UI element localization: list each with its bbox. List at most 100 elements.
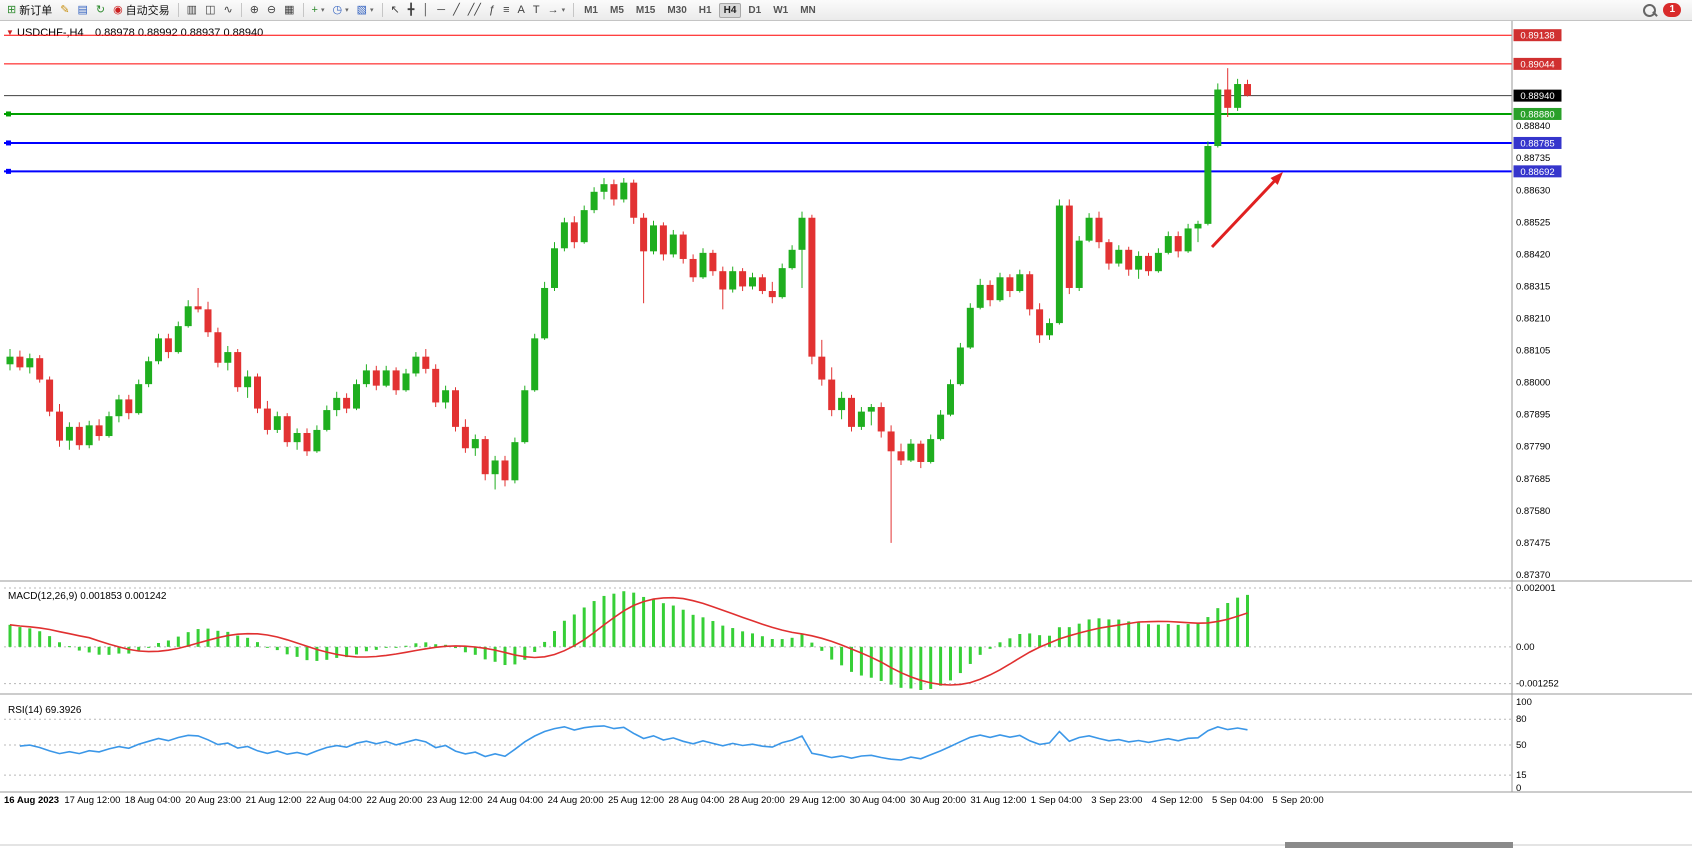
horizontal-scrollbar-thumb[interactable]	[1285, 842, 1513, 848]
timeframe-h4-button[interactable]: H4	[718, 2, 742, 18]
price-axis-label: 0.88840	[1516, 121, 1550, 132]
chevron-down-icon[interactable]: ▾	[561, 7, 566, 14]
candle-up	[85, 425, 93, 446]
channel-button[interactable]: ╱╱	[465, 4, 484, 17]
candle-up	[333, 397, 341, 411]
macd-bar	[325, 646, 329, 660]
timeframe-d1-button[interactable]: D1	[748, 4, 762, 16]
notification-badge[interactable]: 1	[1663, 3, 1681, 17]
crosshair-button[interactable]: ╋	[405, 4, 418, 17]
candle-up	[551, 248, 558, 288]
candle-up	[1135, 255, 1143, 270]
templates-button[interactable]: ▧ ▾	[354, 4, 377, 17]
objects-button[interactable]: ≡	[500, 4, 512, 17]
candle-up	[937, 414, 945, 440]
metaeditor-button[interactable]: ✎	[57, 4, 72, 17]
macd-bar	[77, 646, 81, 651]
trendline-button[interactable]: ╱	[450, 4, 463, 17]
macd-bar	[1097, 618, 1101, 647]
horizontal-line-button[interactable]: ─	[434, 4, 448, 17]
time-axis-label: 3 Sep 23:00	[1091, 795, 1142, 806]
timeframe-m15-button[interactable]: M15	[635, 4, 656, 16]
candle-up	[956, 347, 964, 385]
fibonacci-button[interactable]: ƒ	[486, 4, 498, 17]
cursor-button[interactable]: ↖	[388, 4, 403, 17]
candle-up	[6, 356, 14, 365]
arrows-icon: →	[547, 3, 559, 16]
time-axis-label: 24 Aug 04:00	[487, 795, 543, 806]
price-chip-0.88692-bg	[1513, 165, 1562, 178]
line-chart-button[interactable]: ∿	[220, 4, 235, 17]
macd-bar	[483, 646, 487, 660]
new-order-button[interactable]: ⊞ 新订单	[4, 1, 55, 19]
vertical-line-button[interactable]: │	[419, 4, 432, 17]
macd-bar	[1236, 597, 1240, 647]
macd-bar	[364, 646, 368, 652]
metaeditor-icon: ✎	[60, 3, 70, 16]
timeframe-h1-button[interactable]: H1	[698, 4, 712, 16]
macd-bar	[1137, 622, 1141, 647]
candle-down	[768, 291, 776, 298]
macd-bar	[166, 640, 170, 647]
macd-bar	[681, 609, 685, 647]
chevron-down-icon[interactable]: ▾	[320, 7, 325, 14]
price-axis-label: 0.88525	[1516, 217, 1550, 228]
time-axis-label: 5 Sep 04:00	[1212, 795, 1263, 806]
macd-bar	[38, 631, 42, 647]
tile-windows-button[interactable]: ▦	[281, 4, 297, 17]
macd-bar	[978, 646, 982, 655]
macd-bar	[216, 630, 220, 647]
new-order-icon: ⊞	[7, 3, 17, 16]
search-icon[interactable]	[1643, 3, 1657, 17]
time-axis-label: 4 Sep 12:00	[1152, 795, 1203, 806]
candle-up	[560, 222, 568, 249]
candle-up	[729, 271, 737, 290]
current-price-chip: 0.88940	[1520, 91, 1554, 102]
macd-histogram	[8, 591, 1249, 690]
macd-bar	[968, 646, 972, 664]
red-arrow-annotation[interactable]	[1210, 175, 1280, 249]
candlestick-chart-button[interactable]: ◫	[202, 4, 218, 17]
time-axis-label: 23 Aug 12:00	[427, 795, 483, 806]
candle-up	[1164, 236, 1172, 253]
timeframe-m1-button[interactable]: M1	[584, 4, 598, 16]
chevron-down-icon[interactable]: ▾	[345, 7, 349, 14]
macd-bar	[1216, 608, 1220, 647]
print-button[interactable]: ▤	[74, 4, 90, 17]
time-axis-label: 22 Aug 04:00	[306, 795, 362, 806]
periods-button[interactable]: ◷ ▾	[330, 4, 352, 17]
support-line-blue-lower-handle[interactable]	[6, 168, 11, 174]
candle-down	[214, 332, 222, 363]
macd-bar	[196, 629, 200, 647]
text-button[interactable]: A	[514, 4, 527, 17]
time-axis-label: 22 Aug 20:00	[366, 795, 422, 806]
text-label-button[interactable]: T	[530, 4, 543, 17]
chevron-down-icon[interactable]: ▾	[370, 7, 374, 14]
timeframe-m30-button[interactable]: M30	[667, 4, 687, 16]
timeframe-m5-button[interactable]: M5	[609, 4, 624, 16]
macd-bar	[394, 646, 398, 648]
candle-up	[669, 234, 677, 255]
indicators-button[interactable]: + ▾	[309, 4, 328, 17]
timeframe-mn-button[interactable]: MN	[800, 4, 816, 16]
auto-trading-button[interactable]: ◉ 自动交易	[110, 1, 173, 19]
bar-chart-button[interactable]: ▥	[184, 4, 200, 17]
price-axis-label: 0.87370	[1516, 570, 1550, 581]
support-line-blue-upper-handle[interactable]	[6, 140, 11, 146]
macd-bar	[711, 621, 715, 647]
zoom-out-button[interactable]: ⊖	[264, 4, 279, 17]
macd-bar	[820, 646, 824, 651]
macd-bar	[533, 646, 537, 652]
refresh-button[interactable]: ↻	[93, 4, 108, 17]
arrows-button[interactable]: → ▾	[545, 4, 569, 17]
macd-bar	[424, 642, 428, 647]
macd-bar	[8, 624, 12, 647]
timeframe-w1-button[interactable]: W1	[773, 4, 789, 16]
zoom-in-button[interactable]: ⊕	[247, 4, 262, 17]
support-line-green-handle[interactable]	[6, 111, 11, 117]
macd-bar	[493, 646, 497, 662]
candle-down	[1006, 277, 1014, 292]
candle-up	[650, 225, 657, 252]
toolbar-button-groups: ⊞ 新订单 ✎ ▤ ↻ ◉ 自动交易 ▥ ◫ ∿ ⊕ ⊖ ▦ + ▾ ◷ ▾ ▧ ▾ ↖ ╋ │ ─ ╱ ╱╱ ƒ ≡ A T → ▾	[3, 1, 569, 19]
time-axis-label: 5 Sep 20:00	[1272, 795, 1323, 806]
